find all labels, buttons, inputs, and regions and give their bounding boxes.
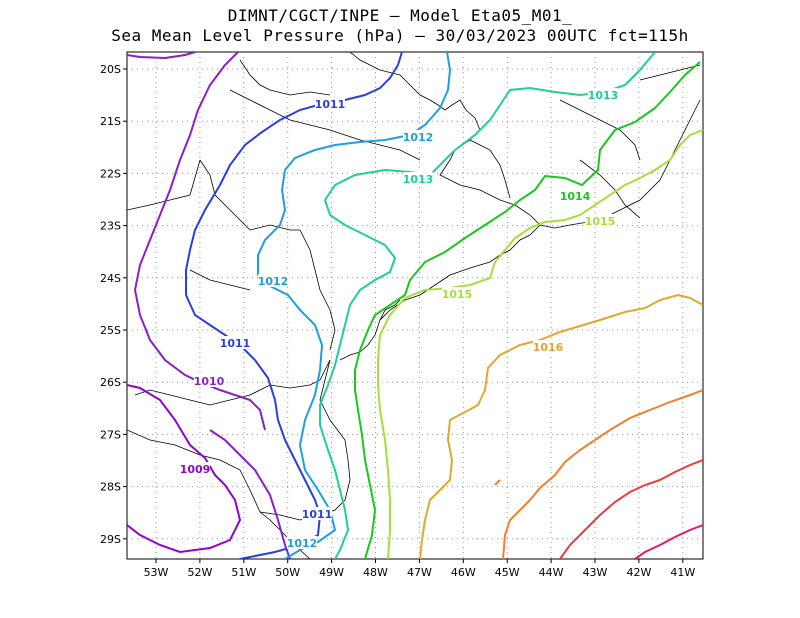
lat-tick-label: 21S xyxy=(100,115,121,128)
lat-tick-label: 25S xyxy=(100,324,121,337)
lat-tick-label: 29S xyxy=(100,533,121,546)
label-1012-west: 1012 xyxy=(258,275,289,288)
label-1012-north: 1012 xyxy=(403,131,434,144)
lon-tick-label: 42W xyxy=(626,566,651,579)
isobar-1019 xyxy=(634,524,703,559)
lon-tick-label: 44W xyxy=(539,566,564,579)
lat-tick-label: 28S xyxy=(100,481,121,494)
lat-tick-label: 22S xyxy=(100,167,121,180)
lon-tick-label: 52W xyxy=(187,566,212,579)
label-1012-south: 1012 xyxy=(287,537,318,550)
label-1016: 1016 xyxy=(533,341,564,354)
isobars xyxy=(127,52,703,559)
isobar-1013 xyxy=(319,52,656,559)
lon-tick-label: 45W xyxy=(495,566,520,579)
isobar-1010a xyxy=(133,52,266,431)
label-1014: 1014 xyxy=(560,190,591,203)
label-1015-coast: 1015 xyxy=(442,288,473,301)
lon-tick-label: 53W xyxy=(144,566,169,579)
isobar-1010c xyxy=(209,429,291,559)
label-1013-east: 1013 xyxy=(588,89,619,102)
isobar-1014 xyxy=(354,61,701,559)
label-1015-east: 1015 xyxy=(585,215,616,228)
contour-labels: 1011 1012 1013 1013 1014 1015 1015 1016 … xyxy=(180,88,619,550)
lat-tick-label: 27S xyxy=(100,428,121,441)
isobar-1012 xyxy=(257,52,452,559)
label-1011-west: 1011 xyxy=(220,337,251,350)
label-1011-north: 1011 xyxy=(315,98,346,111)
label-1011-south: 1011 xyxy=(302,508,333,521)
label-1009: 1009 xyxy=(180,463,211,476)
isobar-1010b xyxy=(127,52,196,60)
isobar-1015 xyxy=(377,129,703,559)
isobar-1016-small xyxy=(494,479,501,486)
lat-tick-label: 23S xyxy=(100,220,121,233)
lon-tick-label: 48W xyxy=(363,566,388,579)
label-1013-inland: 1013 xyxy=(403,173,434,186)
lon-tick-label: 46W xyxy=(451,566,476,579)
lon-tick-label: 49W xyxy=(319,566,344,579)
coastline-borders xyxy=(127,52,701,559)
isobar-1017 xyxy=(502,389,703,559)
lon-tick-label: 47W xyxy=(407,566,432,579)
label-1010: 1010 xyxy=(194,375,225,388)
lon-tick-label: 51W xyxy=(231,566,256,579)
lon-tick-label: 50W xyxy=(275,566,300,579)
axis-ticks: 20S 21S 22S 23S 24S 25S 26S 27S 28S 29S 53W 52W 51W 5… xyxy=(100,63,695,579)
lon-tick-label: 43W xyxy=(583,566,608,579)
map-title-line2: Sea Mean Level Pressure (hPa) – 30/03/20… xyxy=(111,26,689,45)
isobar-1018 xyxy=(559,459,703,559)
lat-tick-label: 20S xyxy=(100,63,121,76)
lat-tick-label: 24S xyxy=(100,272,121,285)
lat-tick-label: 26S xyxy=(100,376,121,389)
map-title-line1: DIMNT/CGCT/INPE – Model Eta05_M01_ xyxy=(227,6,573,25)
isobar-1016 xyxy=(419,293,703,559)
isobar-1009 xyxy=(127,384,242,554)
lon-tick-label: 41W xyxy=(670,566,695,579)
